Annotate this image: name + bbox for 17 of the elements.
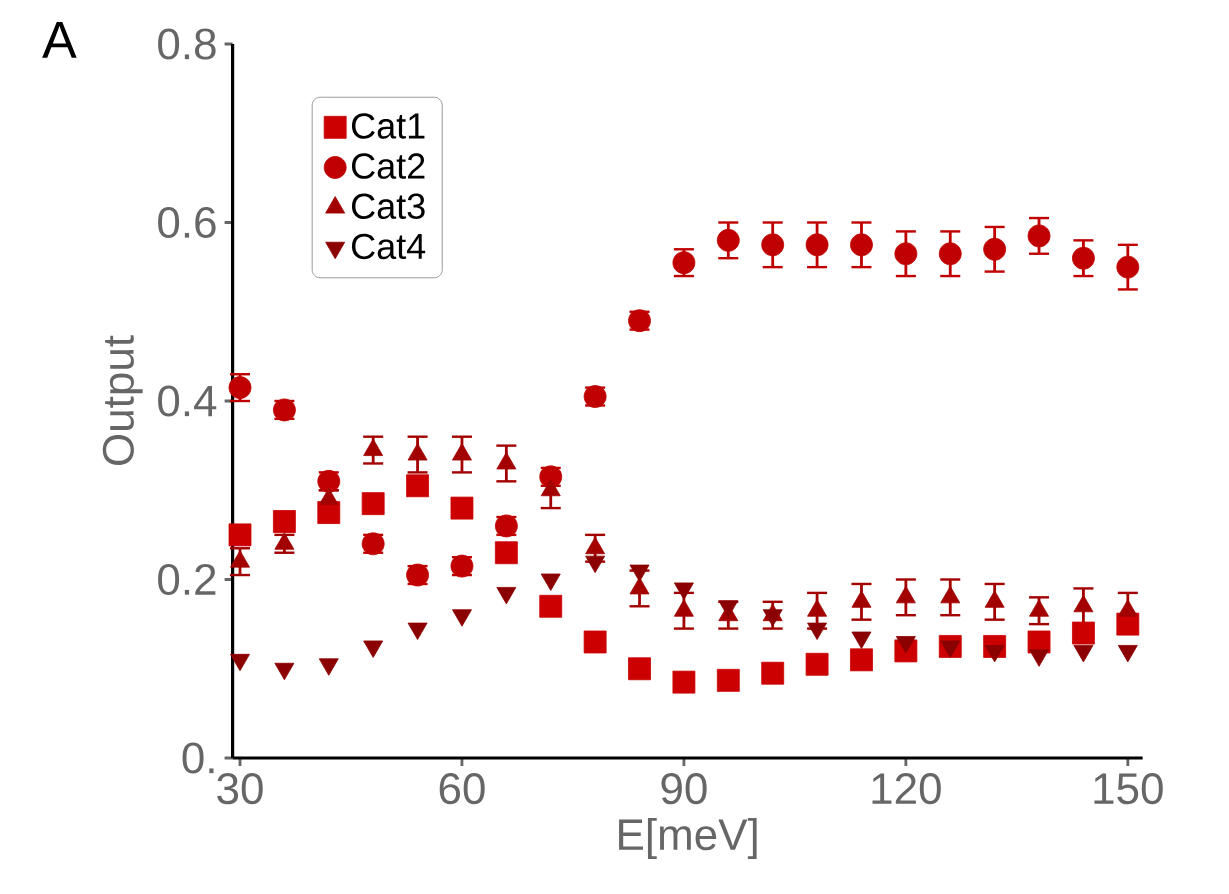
legend-label: Cat1 <box>352 113 425 139</box>
y-tick-label: 0.6 <box>158 206 216 239</box>
y-tick-label: 0.2 <box>158 563 216 596</box>
legend-label: Cat4 <box>352 233 426 260</box>
y-axis-title: Output <box>102 335 143 465</box>
y-tick-label: 0. <box>182 742 214 774</box>
legend-label: Cat2 <box>352 153 425 179</box>
legend-label: Cat3 <box>352 193 425 219</box>
y-tick-label: 0.8 <box>158 28 216 60</box>
text: A <box>42 22 77 58</box>
x-tick-label: 90 <box>661 773 707 805</box>
x-axis-title: E[meV] <box>619 817 757 859</box>
x-tick-label: 120 <box>872 773 941 805</box>
x-tick-label: 30 <box>217 773 263 805</box>
x-tick-label: 60 <box>439 773 485 805</box>
y-tick-label: 0.4 <box>158 385 217 417</box>
x-tick-label: 150 <box>1094 773 1163 805</box>
